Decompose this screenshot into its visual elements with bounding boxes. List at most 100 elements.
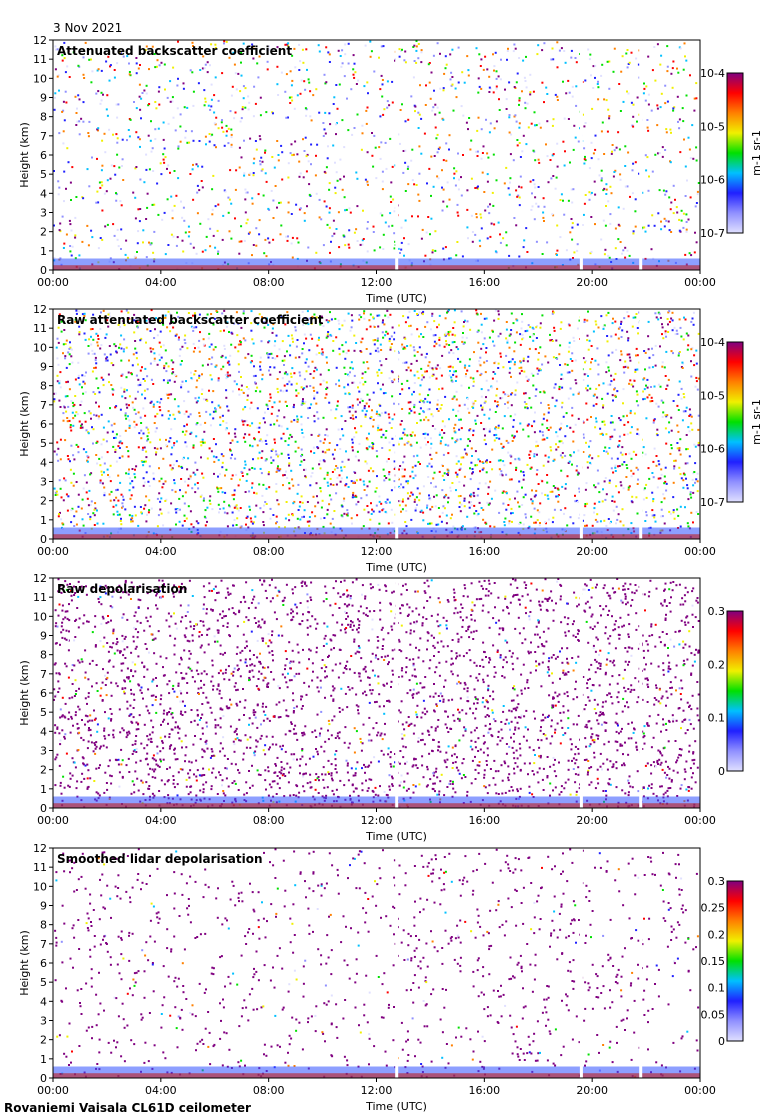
heatmap-pixel <box>259 160 261 163</box>
heatmap-pixel <box>671 86 674 89</box>
heatmap-pixel <box>526 329 529 332</box>
heatmap-pixel <box>493 525 496 528</box>
heatmap-pixel <box>241 108 244 111</box>
heatmap-pixel <box>335 366 338 369</box>
heatmap-pixel <box>497 221 500 224</box>
heatmap-pixel <box>144 367 147 370</box>
heatmap-pixel <box>625 464 628 466</box>
heatmap-pixel <box>172 371 175 374</box>
date-label: 3 Nov 2021 <box>53 21 123 35</box>
heatmap-pixel <box>109 257 112 260</box>
heatmap-pixel <box>370 50 373 53</box>
heatmap-pixel <box>393 402 395 405</box>
heatmap-pixel <box>135 107 138 110</box>
heatmap-pixel <box>347 374 350 377</box>
heatmap-pixel <box>460 194 463 197</box>
heatmap-pixel <box>311 511 314 514</box>
heatmap-pixel <box>411 470 414 473</box>
heatmap-pixel <box>112 505 115 508</box>
heatmap-pixel <box>272 238 275 241</box>
heatmap-pixel <box>93 413 95 416</box>
heatmap-pixel <box>217 490 220 493</box>
heatmap-pixel <box>574 379 577 382</box>
heatmap-pixel <box>684 410 687 413</box>
heatmap-pixel <box>384 334 387 337</box>
heatmap-pixel <box>379 212 382 215</box>
heatmap-pixel <box>267 471 270 473</box>
heatmap-pixel <box>183 400 186 403</box>
heatmap-pixel <box>637 332 640 335</box>
heatmap-pixel <box>335 336 338 339</box>
heatmap-pixel <box>313 420 316 423</box>
heatmap-pixel <box>413 44 416 47</box>
heatmap-pixel <box>443 333 446 336</box>
heatmap-pixel <box>653 516 656 519</box>
heatmap-pixel <box>447 474 449 476</box>
heatmap-pixel <box>134 196 137 199</box>
heatmap-pixel <box>434 103 437 106</box>
heatmap-pixel <box>122 179 125 181</box>
heatmap-pixel <box>287 513 290 516</box>
heatmap-pixel <box>541 253 544 255</box>
heatmap-pixel <box>593 511 595 514</box>
heatmap-pixel <box>270 449 273 452</box>
heatmap-pixel <box>193 312 196 315</box>
heatmap-pixel <box>92 391 95 394</box>
heatmap-pixel <box>611 435 614 438</box>
heatmap-pixel <box>306 205 308 208</box>
heatmap-pixel <box>221 461 224 464</box>
heatmap-pixel <box>399 252 401 254</box>
heatmap-pixel <box>113 437 115 439</box>
heatmap-pixel <box>385 430 388 432</box>
heatmap-pixel <box>620 484 623 487</box>
heatmap-pixel <box>440 520 443 523</box>
heatmap-pixel <box>664 193 667 196</box>
heatmap-pixel <box>546 241 549 244</box>
heatmap-pixel <box>670 416 673 419</box>
heatmap-pixel <box>326 333 329 336</box>
heatmap-pixel <box>189 413 192 416</box>
heatmap-pixel <box>338 322 341 325</box>
heatmap-pixel <box>301 400 304 403</box>
heatmap-pixel <box>347 243 350 246</box>
heatmap-pixel <box>656 428 659 431</box>
heatmap-pixel <box>455 170 458 173</box>
heatmap-pixel <box>297 392 300 395</box>
heatmap-pixel <box>162 121 165 124</box>
heatmap-pixel <box>519 360 522 363</box>
heatmap-pixel <box>586 339 589 342</box>
heatmap-pixel <box>173 444 175 447</box>
heatmap-pixel <box>69 460 71 463</box>
heatmap-pixel <box>265 111 268 114</box>
heatmap-pixel <box>439 367 442 370</box>
heatmap-pixel <box>334 317 337 320</box>
heatmap-pixel <box>328 211 331 214</box>
heatmap-pixel <box>225 389 228 392</box>
heatmap-pixel <box>515 331 518 334</box>
heatmap-pixel <box>258 233 261 236</box>
heatmap-pixel <box>375 487 378 490</box>
heatmap-pixel <box>436 408 439 410</box>
heatmap-pixel <box>404 337 407 340</box>
heatmap-pixel <box>296 415 299 418</box>
heatmap-pixel <box>634 225 637 228</box>
heatmap-pixel <box>514 47 517 50</box>
heatmap-pixel <box>521 333 524 336</box>
heatmap-pixel <box>307 246 310 249</box>
heatmap-pixel <box>518 103 520 106</box>
heatmap-pixel <box>302 398 304 401</box>
heatmap-pixel <box>380 349 383 351</box>
heatmap-pixel <box>201 165 204 168</box>
heatmap-pixel <box>403 59 406 62</box>
heatmap-pixel <box>376 455 379 458</box>
heatmap-pixel <box>695 82 698 85</box>
heatmap-pixel <box>551 154 554 157</box>
heatmap-pixel <box>261 373 264 376</box>
heatmap-pixel <box>552 118 555 121</box>
heatmap-pixel <box>288 457 290 459</box>
heatmap-pixel <box>276 467 279 470</box>
heatmap-pixel <box>635 57 638 60</box>
heatmap-pixel <box>245 479 248 482</box>
heatmap-pixel <box>596 520 599 523</box>
heatmap-pixel <box>162 138 165 141</box>
